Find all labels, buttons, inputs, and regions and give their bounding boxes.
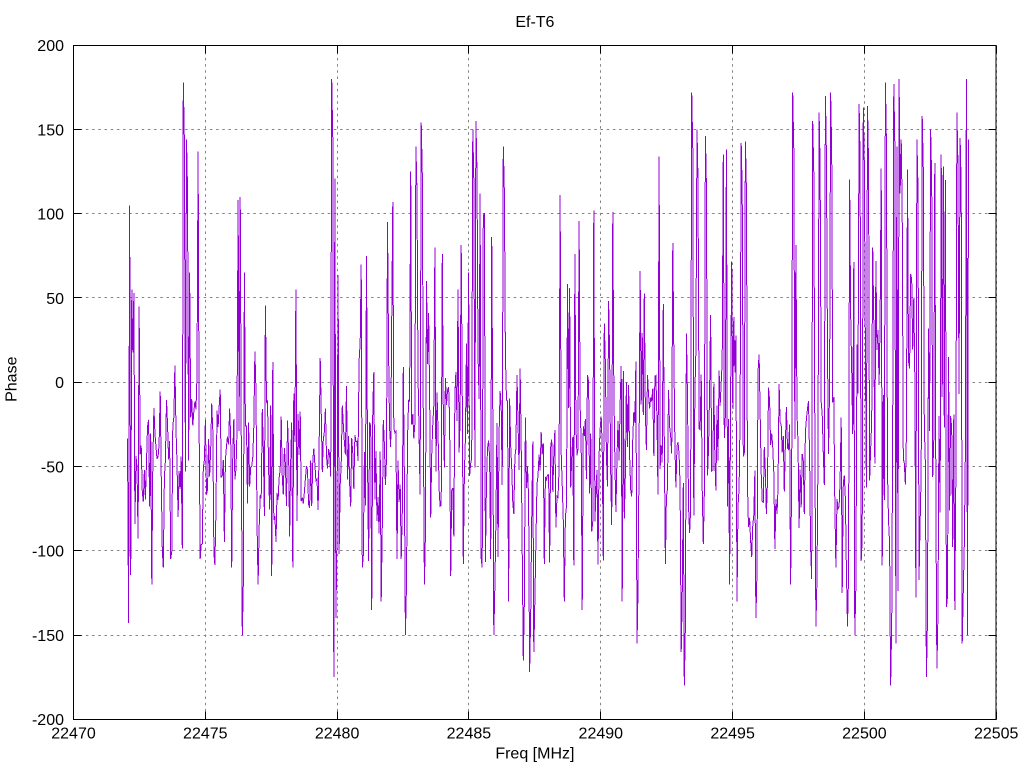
svg-text:22485: 22485 [447,726,492,743]
svg-text:-150: -150 [32,628,64,645]
svg-text:22480: 22480 [315,726,360,743]
svg-text:150: 150 [37,122,64,139]
svg-text:Freq [MHz]: Freq [MHz] [495,746,574,763]
svg-text:50: 50 [46,291,64,308]
svg-text:200: 200 [37,38,64,55]
svg-text:-200: -200 [32,712,64,729]
svg-text:-100: -100 [32,544,64,561]
svg-text:22500: 22500 [842,726,887,743]
svg-text:22495: 22495 [710,726,755,743]
svg-text:22475: 22475 [183,726,228,743]
svg-text:Ef-T6: Ef-T6 [515,14,554,31]
svg-text:22505: 22505 [974,726,1019,743]
svg-text:0: 0 [55,375,64,392]
svg-text:Phase: Phase [4,356,21,401]
svg-text:-50: -50 [41,459,64,476]
svg-text:22470: 22470 [51,726,96,743]
svg-text:22490: 22490 [579,726,624,743]
svg-text:100: 100 [37,207,64,224]
